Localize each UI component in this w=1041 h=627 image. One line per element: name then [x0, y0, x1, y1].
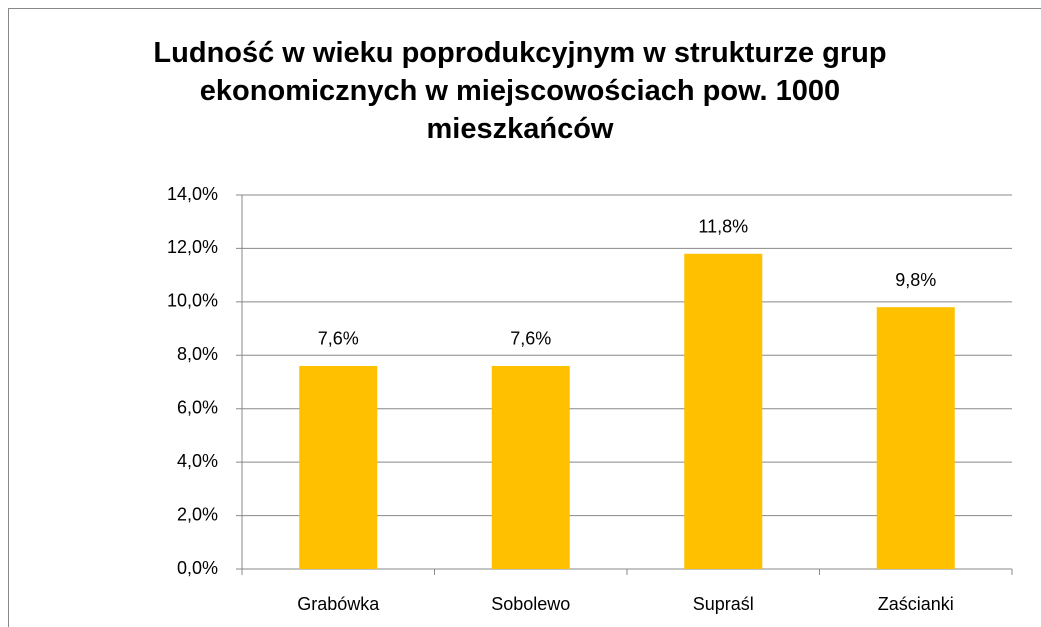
x-tick-label: Zaścianki [878, 594, 954, 614]
data-label: 9,8% [895, 270, 936, 290]
y-tick-label: 4,0% [177, 451, 218, 471]
chart-border [8, 8, 1041, 627]
bar [299, 365, 378, 569]
y-tick-label: 6,0% [177, 397, 218, 417]
y-tick-label: 10,0% [167, 291, 218, 311]
chart-title: Ludność w wieku poprodukcyjnym w struktu… [153, 37, 887, 145]
y-tick-label: 8,0% [177, 344, 218, 364]
y-tick-label: 14,0% [167, 184, 218, 204]
data-label: 7,6% [318, 329, 359, 349]
bar [684, 253, 763, 569]
x-tick-label: Grabówka [297, 594, 380, 614]
x-tick-label: Sobolewo [491, 594, 570, 614]
y-tick-label: 0,0% [177, 558, 218, 578]
data-label: 11,8% [698, 217, 748, 237]
y-tick-label: 2,0% [177, 504, 218, 524]
bar [491, 365, 570, 569]
y-tick-label: 12,0% [167, 237, 218, 257]
x-tick-label: Supraśl [693, 594, 754, 614]
data-label: 7,6% [510, 329, 551, 349]
bar [876, 307, 955, 569]
